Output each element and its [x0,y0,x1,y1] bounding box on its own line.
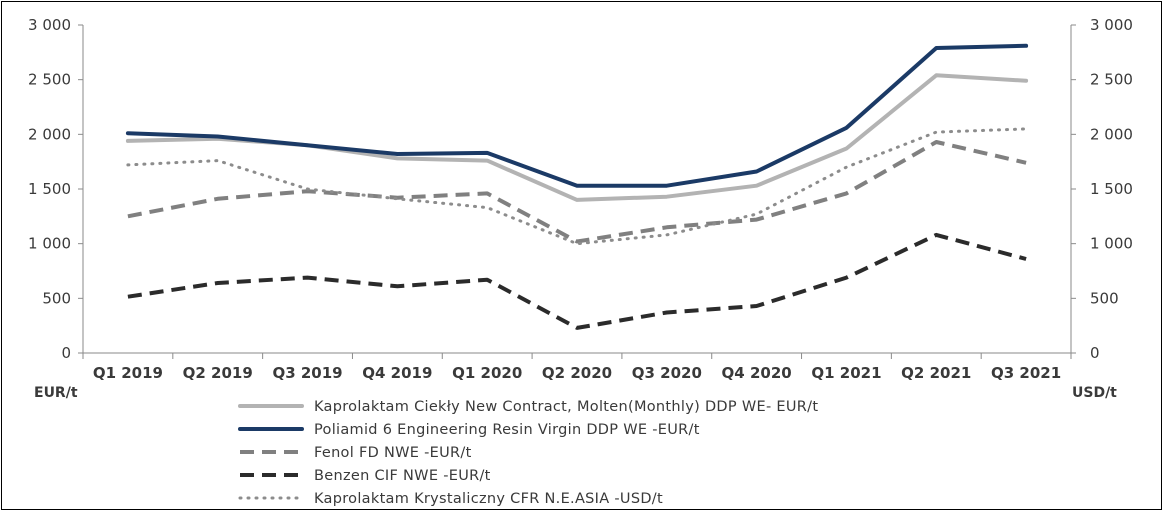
series-line-2 [125,43,1029,188]
y-right-tick-label: 1 000 [1090,235,1133,253]
legend-label: Benzen CIF NWE -EUR/t [314,468,491,484]
y-right-tick-label: 500 [1090,289,1119,307]
y-left-tick-label: 2 500 [28,71,71,89]
series-line-5 [126,127,1028,246]
y-axis-right-ticks: 0 500 1 000 1 500 2 000 2 500 3 000 [1071,16,1133,362]
x-tick-label: Q2 2021 [901,364,971,382]
legend-label: Kaprolaktam Ciekły New Contract, Molten(… [314,399,818,415]
x-axis-ticks: Q1 2019 Q2 2019 Q3 2019 Q4 2019 Q1 2020 Q2 20… [82,353,1072,382]
x-tick-label: Q3 2019 [272,364,342,382]
legend-label: Poliamid 6 Engineering Resin Virgin DDP … [314,422,700,438]
x-tick-label: Q3 2021 [991,364,1061,382]
y-axis-left-label: EUR/t [34,385,78,401]
y-left-tick-label: 1 000 [28,235,71,253]
x-tick-label: Q2 2020 [542,364,612,382]
x-tick-label: Q1 2020 [452,364,522,382]
y-right-tick-label: 0 [1090,344,1100,362]
x-tick-label: Q1 2019 [93,364,163,382]
series-line-4 [127,232,1027,330]
y-left-tick-label: 3 000 [28,16,71,34]
x-tick-label: Q3 2020 [632,364,702,382]
x-tick-label: Q1 2021 [811,364,881,382]
y-axis-left-ticks: 0 500 1 000 1 500 2 000 2 500 3 000 [28,16,83,362]
y-right-tick-label: 3 000 [1090,16,1133,34]
legend-label: Kaprolaktam Krystaliczny CFR N.E.ASIA -U… [314,491,663,507]
y-right-tick-label: 1 500 [1090,180,1133,198]
y-left-tick-label: 1 500 [28,180,71,198]
y-axis-right-label: USD/t [1072,385,1117,401]
legend-label: Fenol FD NWE -EUR/t [314,445,472,461]
legend: Kaprolaktam Ciekły New Contract, Molten(… [238,399,818,507]
x-tick-label: Q4 2020 [722,364,792,382]
axes [82,25,1072,354]
series-line-3 [127,140,1027,244]
y-right-tick-label: 2 000 [1090,125,1133,143]
y-left-tick-label: 2 000 [28,125,71,143]
y-right-tick-label: 2 500 [1090,71,1133,89]
series-lines [125,43,1029,330]
y-left-tick-label: 0 [61,344,71,362]
series-line-1 [125,73,1029,202]
y-left-tick-label: 500 [42,289,71,307]
x-tick-label: Q2 2019 [183,364,253,382]
x-tick-label: Q4 2019 [362,364,432,382]
